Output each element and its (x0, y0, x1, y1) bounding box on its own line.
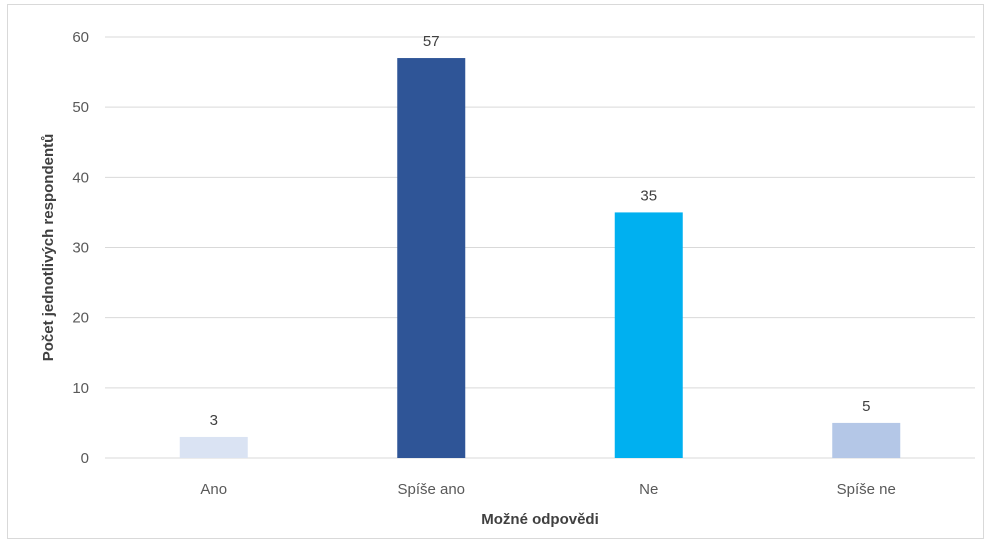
chart-frame (7, 4, 984, 539)
x-tick-label: Spíše ne (837, 481, 896, 498)
x-axis-title: Možné odpovědi (481, 511, 599, 528)
data-label: 5 (862, 398, 870, 415)
bar (614, 212, 683, 458)
y-tick-label: 10 (72, 380, 89, 397)
x-tick-label: Spíše ano (397, 481, 465, 498)
y-tick-label: 40 (72, 169, 89, 186)
x-tick-label: Ne (639, 481, 658, 498)
y-tick-label: 0 (81, 450, 89, 467)
y-axis-ticks: 0 10 20 30 40 50 60 (72, 29, 89, 467)
data-label: 57 (423, 33, 440, 50)
bar (179, 436, 248, 458)
x-tick-label: Ano (200, 481, 227, 498)
y-tick-label: 20 (72, 310, 89, 327)
y-axis-title: Počet jednotlivých respondentů (40, 134, 57, 362)
x-axis-ticks: Ano Spíše ano Ne Spíše ne (200, 481, 895, 498)
y-tick-label: 60 (72, 29, 89, 46)
data-labels: 3 57 35 5 (210, 33, 871, 429)
data-label: 35 (640, 187, 657, 204)
bar (832, 422, 901, 458)
bars (179, 58, 901, 459)
bar (397, 58, 466, 459)
gridlines (105, 36, 975, 459)
y-tick-label: 50 (72, 99, 89, 116)
data-label: 3 (210, 412, 218, 429)
y-tick-label: 30 (72, 240, 89, 257)
